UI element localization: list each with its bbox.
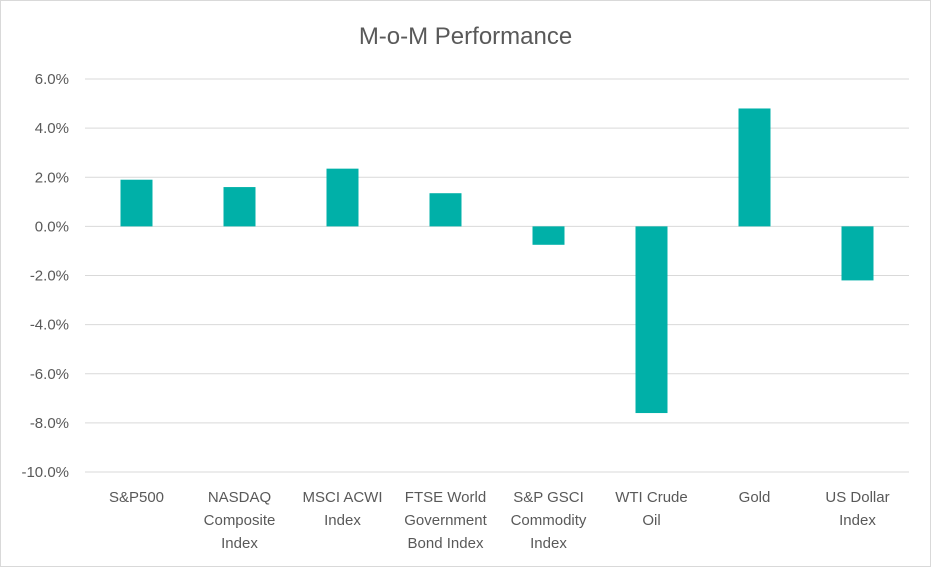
y-tick-label: -6.0%: [30, 366, 69, 383]
x-category-label: WTI Crude Oil: [615, 489, 688, 529]
x-category-label: FTSE World Government Bond Index: [404, 489, 487, 552]
bar: [326, 168, 359, 227]
bar: [841, 226, 874, 281]
bar: [635, 226, 668, 414]
y-tick-label: -8.0%: [30, 415, 69, 432]
y-tick-label: 2.0%: [35, 169, 69, 186]
x-category-label: MSCI ACWI Index: [302, 489, 382, 529]
chart-title: M-o-M Performance: [358, 23, 573, 50]
y-tick-label: -2.0%: [30, 268, 69, 285]
bar: [738, 108, 771, 227]
x-category-label: Gold: [739, 489, 771, 506]
x-category-label: S&P500: [109, 489, 164, 506]
x-category-label: S&P GSCI Commodity Index: [511, 489, 587, 552]
x-category-label: NASDAQ Composite Index: [204, 489, 276, 552]
bar: [429, 193, 462, 227]
y-tick-label: 0.0%: [35, 218, 69, 235]
bar: [223, 187, 256, 227]
y-tick-label: -4.0%: [30, 317, 69, 334]
y-tick-label: 4.0%: [35, 120, 69, 137]
bar: [532, 226, 565, 245]
bar: [120, 179, 153, 227]
x-category-label: US Dollar Index: [825, 489, 889, 529]
y-tick-label: 6.0%: [35, 71, 69, 88]
y-tick-label: -10.0%: [21, 464, 69, 481]
